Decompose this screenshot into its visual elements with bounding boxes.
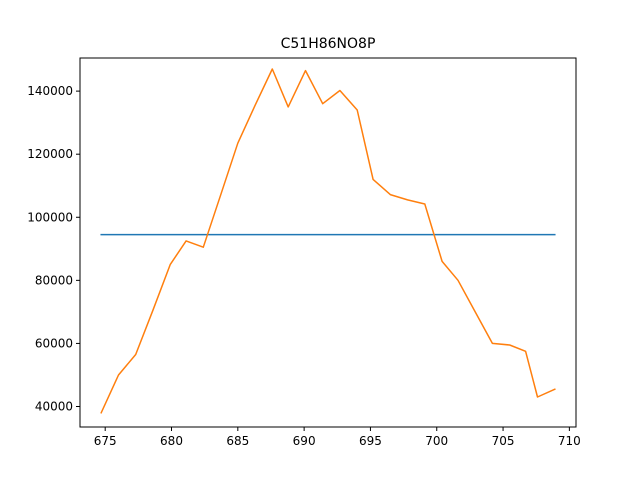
x-axis: 675 680 685 690 695 700 705 710 (94, 427, 581, 448)
y-tick-label: 60000 (35, 336, 73, 350)
x-tick-label: 690 (293, 434, 316, 448)
y-tick-label: 140000 (27, 84, 73, 98)
y-tick-label: 120000 (27, 147, 73, 161)
series-layer (100, 68, 556, 414)
x-tick-label: 675 (94, 434, 117, 448)
x-tick-label: 695 (359, 434, 382, 448)
x-tick-label: 700 (425, 434, 448, 448)
x-tick-label: 705 (492, 434, 515, 448)
y-axis: 40000 60000 80000 100000 120000 140000 (27, 84, 80, 414)
x-tick-label: 685 (226, 434, 249, 448)
series-line-2 (100, 68, 556, 414)
x-tick-label: 680 (160, 434, 183, 448)
x-tick-label: 710 (558, 434, 581, 448)
y-tick-label: 40000 (35, 400, 73, 414)
chart-title: C51H86NO8P (281, 36, 376, 52)
plot-frame (79, 57, 577, 428)
y-tick-label: 80000 (35, 273, 73, 287)
y-tick-label: 100000 (27, 210, 73, 224)
